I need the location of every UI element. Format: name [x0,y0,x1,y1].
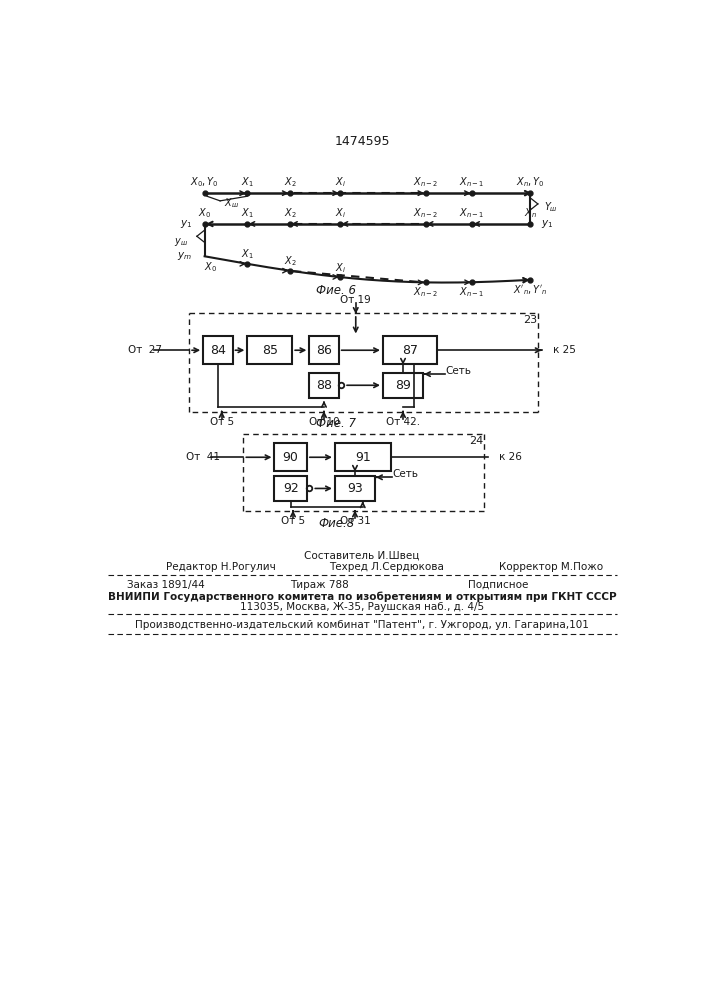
Bar [335,476,375,501]
Text: $y_1$: $y_1$ [541,218,554,230]
Text: Тираж 788: Тираж 788 [290,580,349,590]
Text: Oт 31: Oт 31 [339,516,370,526]
Text: 92: 92 [283,482,298,495]
Text: к 26: к 26 [499,452,522,462]
Text: 84: 84 [210,344,226,357]
Bar [274,443,307,471]
Text: Фие.8: Фие.8 [318,517,354,530]
Bar [274,476,307,501]
Text: $X_2$: $X_2$ [284,255,296,268]
Text: $X_i$: $X_i$ [335,261,346,275]
Text: Сеть: Сеть [445,366,471,376]
Bar [309,373,339,398]
Text: $X_0,Y_0$: $X_0,Y_0$ [190,175,219,189]
Text: 113035, Москва, Ж-35, Раушская наб., д. 4/5: 113035, Москва, Ж-35, Раушская наб., д. … [240,602,484,612]
Text: $X_{n-1}$: $X_{n-1}$ [460,175,485,189]
Text: $X_1$: $X_1$ [241,206,254,220]
Text: $X_2$: $X_2$ [284,175,296,189]
Text: $X_{n-2}$: $X_{n-2}$ [413,175,438,189]
Text: Редактор Н.Рогулич: Редактор Н.Рогулич [166,562,276,572]
Text: Техред Л.Сердюкова: Техред Л.Сердюкова [329,562,443,572]
Text: Oт  41: Oт 41 [186,452,220,462]
Bar [309,336,339,364]
Bar [203,336,233,364]
Text: Производственно-издательский комбинат "Патент", г. Ужгород, ул. Гагарина,101: Производственно-издательский комбинат "П… [135,620,589,630]
Bar [383,336,437,364]
Text: $X_0$: $X_0$ [198,206,211,220]
Text: Корректор М.Пожо: Корректор М.Пожо [499,562,603,572]
Bar [247,336,292,364]
Text: Oт 42.: Oт 42. [386,417,420,427]
Text: 89: 89 [395,379,411,392]
Text: Подписное: Подписное [468,580,529,590]
Text: ВНИИПИ Государственного комитета по изобретениям и открытиям при ГКНТ СССР: ВНИИПИ Государственного комитета по изоб… [107,591,617,602]
Text: $X_{n-2}$: $X_{n-2}$ [413,285,438,299]
Text: 23: 23 [523,315,537,325]
Text: Заказ 1891/44: Заказ 1891/44 [127,580,205,590]
Text: 87: 87 [402,344,418,357]
Text: $X_2$: $X_2$ [284,206,296,220]
Text: Oт 5: Oт 5 [209,417,234,427]
Text: $X_0$: $X_0$ [204,260,217,274]
Text: $X_1$: $X_1$ [241,248,254,261]
Text: Фие. 7: Фие. 7 [316,417,356,430]
Text: $X_{n-2}$: $X_{n-2}$ [413,206,438,220]
Text: От 19: От 19 [340,295,371,305]
Text: Oт 5: Oт 5 [281,516,305,526]
Text: $X_{n-1}$: $X_{n-1}$ [460,206,485,220]
Text: $X_{ш}$: $X_{ш}$ [224,196,239,210]
Text: Oт  27: Oт 27 [128,345,162,355]
Text: $X_n$: $X_n$ [524,206,537,220]
Text: $X_i$: $X_i$ [335,206,346,220]
Text: $X_1$: $X_1$ [241,175,254,189]
Text: $X'_n, Y'_n$: $X'_n, Y'_n$ [513,283,547,297]
Text: 90: 90 [283,451,298,464]
Text: Фие. 6: Фие. 6 [316,284,356,297]
Text: $y_m$: $y_m$ [177,250,192,262]
Text: 24: 24 [469,436,483,446]
Text: $Y_{ш}$: $Y_{ш}$ [544,200,558,214]
Bar [383,373,423,398]
Bar [335,443,391,471]
Text: 88: 88 [316,379,332,392]
Text: $y_{ш}$: $y_{ш}$ [174,236,187,248]
Text: Oт 10: Oт 10 [309,417,339,427]
Text: $X_{n-1}$: $X_{n-1}$ [460,285,485,299]
Text: $X_i$: $X_i$ [335,175,346,189]
Text: 85: 85 [262,344,278,357]
Text: 93: 93 [347,482,363,495]
Text: к 25: к 25 [554,345,576,355]
Text: 1474595: 1474595 [334,135,390,148]
Text: 91: 91 [355,451,370,464]
Text: Составитель И.Швец: Составитель И.Швец [304,550,420,560]
Text: $X_n,Y_0$: $X_n,Y_0$ [516,175,544,189]
Text: $y_1$: $y_1$ [180,218,192,230]
Text: 86: 86 [316,344,332,357]
Text: Сеть: Сеть [392,469,418,479]
